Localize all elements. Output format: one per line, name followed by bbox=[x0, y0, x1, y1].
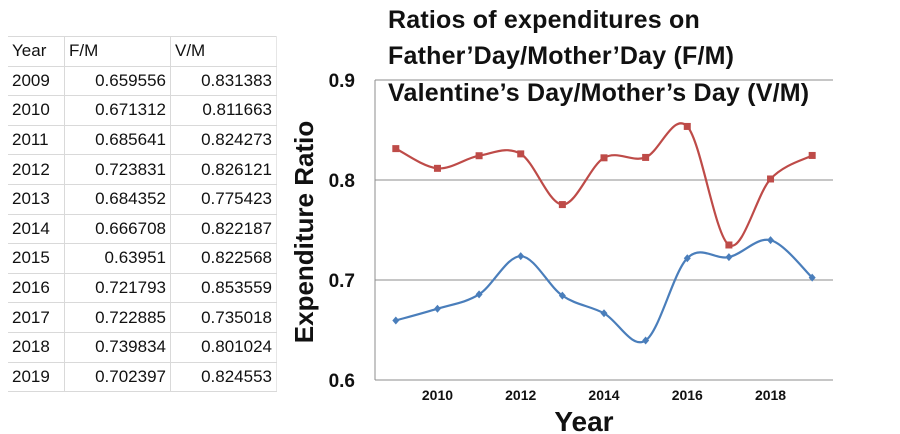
table-cell: 2014 bbox=[8, 214, 65, 245]
data-point-v-m bbox=[433, 164, 441, 172]
table-cell: 2017 bbox=[8, 302, 65, 333]
table-cell: 2009 bbox=[8, 66, 65, 97]
table-cell: 0.831383 bbox=[170, 66, 277, 97]
data-point-v-m bbox=[517, 150, 525, 158]
data-point-v-m bbox=[725, 241, 733, 249]
table-row: 2010 0.671312 0.811663 bbox=[8, 95, 277, 126]
table-cell: 0.775423 bbox=[170, 184, 277, 215]
x-tick-label: 2016 bbox=[672, 387, 703, 403]
data-table: Year F/M V/M 2009 0.659556 0.831383 2010 0.6713… bbox=[8, 36, 277, 393]
table-row: 2018 0.739834 0.801024 bbox=[8, 332, 277, 363]
table-cell: 0.721793 bbox=[64, 273, 171, 304]
table-cell: 0.685641 bbox=[64, 125, 171, 156]
data-point-f-m bbox=[808, 273, 816, 282]
table-row: 2015 0.63951 0.822568 bbox=[8, 243, 277, 274]
table-row: 2013 0.684352 0.775423 bbox=[8, 184, 277, 215]
data-point-f-m bbox=[725, 253, 733, 262]
table-cell: 0.826121 bbox=[170, 154, 277, 185]
chart-title-line-1: Ratios of expenditures on bbox=[388, 6, 700, 34]
table-header-cell: Year bbox=[8, 36, 65, 67]
data-point-v-m bbox=[808, 151, 816, 159]
table-row: 2012 0.723831 0.826121 bbox=[8, 154, 277, 185]
table-cell: 2011 bbox=[8, 125, 65, 156]
data-point-v-m bbox=[642, 153, 650, 161]
table-cell: 0.822568 bbox=[170, 243, 277, 274]
table-cell: 2013 bbox=[8, 184, 65, 215]
data-point-f-m bbox=[392, 316, 400, 325]
data-point-v-m bbox=[392, 145, 400, 153]
table-cell: 0.822187 bbox=[170, 214, 277, 245]
data-point-f-m bbox=[475, 290, 483, 299]
y-tick-label: 0.8 bbox=[329, 171, 355, 192]
table-row: 2009 0.659556 0.831383 bbox=[8, 66, 277, 97]
table-cell: 0.684352 bbox=[64, 184, 171, 215]
data-point-f-m bbox=[558, 291, 566, 300]
data-point-f-m bbox=[600, 309, 608, 318]
table-row: 2019 0.702397 0.824553 bbox=[8, 362, 277, 393]
table-cell: 2010 bbox=[8, 95, 65, 126]
table-row: 2011 0.685641 0.824273 bbox=[8, 125, 277, 156]
table-row: 2016 0.721793 0.853559 bbox=[8, 273, 277, 304]
table-cell: 2019 bbox=[8, 362, 65, 393]
y-tick-label: 0.9 bbox=[329, 71, 355, 92]
table-cell: 2016 bbox=[8, 273, 65, 304]
data-point-v-m bbox=[767, 175, 775, 183]
table-row: 2017 0.722885 0.735018 bbox=[8, 302, 277, 333]
chart-title-line-2: Father’Day/Mother’Day (F/M) bbox=[388, 42, 735, 70]
x-tick-label: 2012 bbox=[505, 387, 536, 403]
table-header-cell: V/M bbox=[170, 36, 277, 67]
table-cell: 0.853559 bbox=[170, 273, 277, 304]
x-tick-label: 2014 bbox=[588, 387, 619, 403]
table-cell: 0.666708 bbox=[64, 214, 171, 245]
table-cell: 0.671312 bbox=[64, 95, 171, 126]
data-point-v-m bbox=[683, 122, 691, 130]
chart-title-line-3: Valentine’s Day/Mother’s Day (V/M) bbox=[388, 79, 810, 107]
series-line-v-m bbox=[395, 122, 813, 247]
table-cell: 2018 bbox=[8, 332, 65, 363]
data-point-f-m bbox=[517, 252, 525, 261]
table-cell: 0.722885 bbox=[64, 302, 171, 333]
data-point-f-m bbox=[683, 254, 691, 263]
table-row: 2014 0.666708 0.822187 bbox=[8, 214, 277, 245]
x-tick-label: 2010 bbox=[422, 387, 453, 403]
y-tick-label: 0.6 bbox=[329, 371, 355, 392]
table-cell: 0.702397 bbox=[64, 362, 171, 393]
table-cell: 2015 bbox=[8, 243, 65, 274]
series-line-f-m bbox=[395, 238, 813, 344]
table-cell: 0.735018 bbox=[170, 302, 277, 333]
table-cell: 0.824553 bbox=[170, 362, 277, 393]
x-axis-title: Year bbox=[554, 406, 613, 434]
data-point-f-m bbox=[433, 304, 441, 313]
table-header-row: Year F/M V/M bbox=[8, 36, 277, 67]
table-cell: 0.801024 bbox=[170, 332, 277, 363]
table-cell: 0.824273 bbox=[170, 125, 277, 156]
y-tick-label: 0.7 bbox=[329, 271, 355, 292]
data-point-f-m bbox=[767, 236, 775, 245]
table-header-cell: F/M bbox=[64, 36, 171, 67]
y-axis-title: Expenditure Ratio bbox=[289, 121, 319, 343]
table-cell: 0.739834 bbox=[64, 332, 171, 363]
table-cell: 0.659556 bbox=[64, 66, 171, 97]
data-point-f-m bbox=[642, 336, 650, 345]
data-point-v-m bbox=[475, 152, 483, 160]
table-cell: 0.63951 bbox=[64, 243, 171, 274]
table-cell: 0.723831 bbox=[64, 154, 171, 185]
data-point-v-m bbox=[600, 154, 608, 162]
x-tick-label: 2018 bbox=[755, 387, 786, 403]
data-point-v-m bbox=[558, 201, 566, 209]
table-cell: 0.811663 bbox=[170, 95, 277, 126]
table-cell: 2012 bbox=[8, 154, 65, 185]
